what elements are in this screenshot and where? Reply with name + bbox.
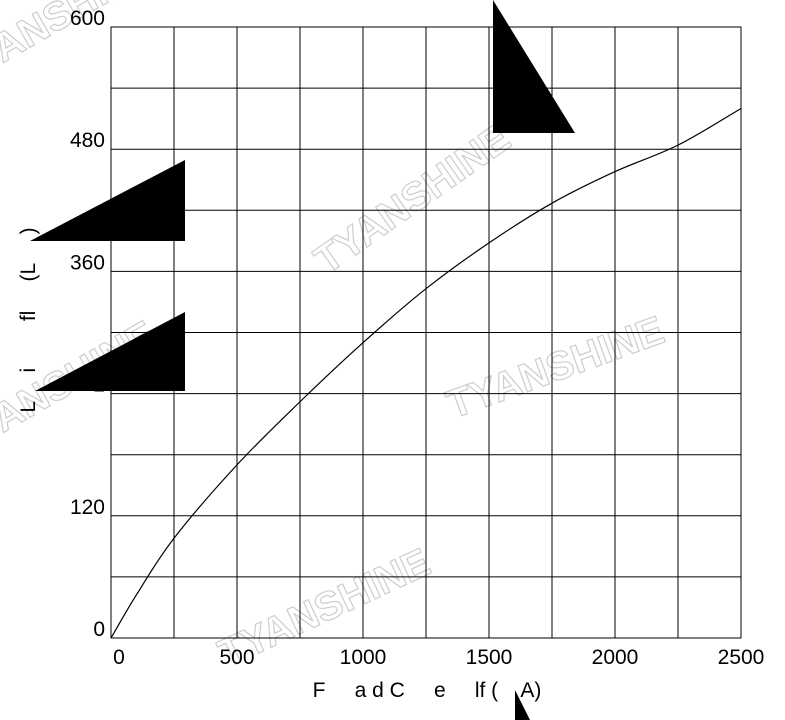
black-triangle-left-lower: [35, 312, 185, 391]
watermark-layer: TYANSHINETYANSHINETYANSHINETYANSHINETYAN…: [0, 0, 671, 677]
y-tick-label: 600: [70, 7, 105, 30]
tick-labels: 0500100015002000250001202360480600: [70, 7, 764, 669]
black-triangle-left-upper: [30, 160, 185, 241]
grid-layer: [110, 26, 742, 639]
plot-frame: [110, 26, 742, 639]
series-layer: [110, 107, 742, 639]
y-axis-title: L i fl (L ): [17, 227, 40, 412]
y-tick-label: 480: [70, 129, 105, 152]
x-tick-label: 1000: [340, 646, 387, 669]
x-axis-title: F a d C e lf ( A): [313, 679, 542, 702]
y-tick-label: 120: [70, 496, 105, 519]
black-triangle-bottom: [515, 690, 530, 720]
x-tick-label: 2000: [592, 646, 639, 669]
watermark-text: TYANSHINE: [441, 308, 670, 427]
x-tick-label: 1500: [466, 646, 513, 669]
decor-layer: [30, 0, 575, 720]
y-tick-label: 360: [70, 251, 105, 274]
series-line: [110, 107, 742, 639]
y-tick-label: 0: [93, 618, 105, 641]
watermark-text: TYANSHINE: [307, 116, 519, 283]
x-tick-label: 500: [219, 646, 254, 669]
x-tick-label: 2500: [718, 646, 765, 669]
black-triangle-top: [493, 0, 575, 133]
x-tick-label: 0: [113, 646, 125, 669]
